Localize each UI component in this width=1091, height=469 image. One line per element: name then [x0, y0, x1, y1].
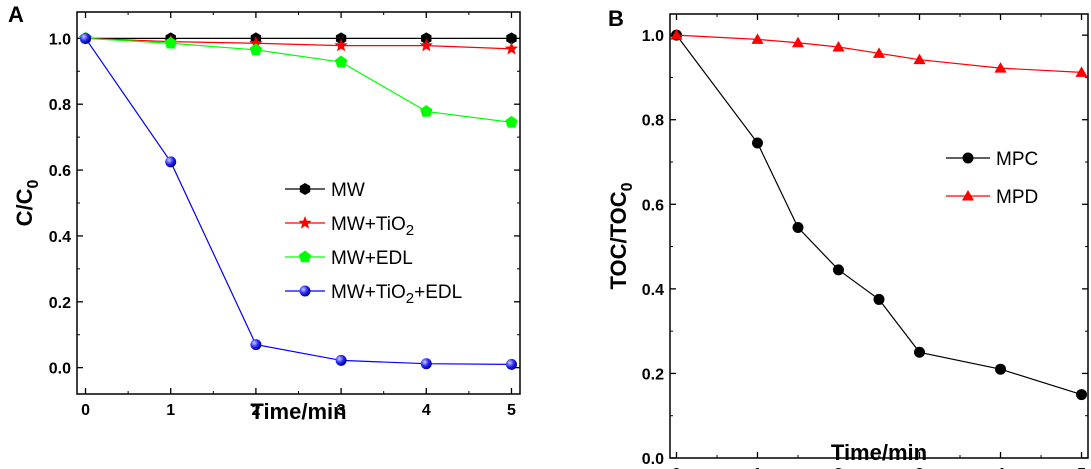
series-mpd [670, 29, 1088, 77]
data-point [164, 36, 177, 49]
data-point [334, 38, 348, 52]
data-point [1075, 66, 1088, 77]
data-point [249, 43, 263, 56]
series-mw [80, 32, 517, 45]
y-tick-label: 0.4 [49, 229, 71, 246]
panel-label: A [8, 2, 24, 27]
series-mw-tio2-edl [80, 32, 517, 370]
x-tick-label: 3 [915, 466, 924, 469]
y-tick-label: 0.0 [49, 361, 71, 378]
data-point [873, 293, 885, 305]
y-tick-label: 0.2 [642, 366, 664, 383]
x-tick-label: 4 [996, 466, 1005, 469]
data-point [335, 354, 347, 366]
legend-label: MPD [996, 187, 1038, 208]
legend: MPC MPD [946, 149, 1038, 208]
panel-label: B [608, 6, 624, 31]
x-tick-label: 4 [422, 402, 431, 419]
legend: MW MW+TiO2 MW+EDL MW+TiO2+EDL [285, 180, 462, 307]
legend-marker [298, 250, 312, 263]
x-tick-label: 2 [834, 466, 843, 469]
chart-panel-b: 0 1 2 3 4 5 0.0 0.2 0.4 0.6 0.8 1.0 Time/min TOC/TOC0… [606, 6, 1089, 469]
x-tick-label: 5 [1077, 466, 1086, 469]
series-mw-edl [79, 31, 518, 128]
data-point [792, 222, 804, 234]
data-point [914, 346, 926, 358]
data-point [913, 53, 926, 65]
y-tick-label: 0.6 [642, 197, 664, 214]
data-point [506, 32, 517, 45]
y-tick-label: 0.0 [642, 451, 664, 468]
data-point [421, 32, 432, 45]
y-tick-label: 0.8 [642, 113, 664, 130]
series-line [85, 37, 512, 50]
legend-label: MW+TiO2+EDL [331, 282, 462, 307]
data-point [165, 156, 177, 168]
x-tick-label: 3 [337, 402, 346, 419]
data-point [249, 36, 263, 49]
series-line [85, 37, 512, 365]
x-tick-label: 1 [753, 466, 762, 469]
data-point [504, 41, 519, 55]
data-point [505, 358, 517, 370]
series-line [85, 37, 512, 123]
data-point [832, 264, 844, 276]
y-tick-label: 0.4 [642, 282, 664, 299]
x-axis-label: Time/min [831, 440, 927, 465]
legend-label: MPC [996, 149, 1038, 170]
data-point [334, 55, 348, 68]
data-point [335, 32, 347, 45]
data-point [420, 104, 433, 117]
data-point [832, 40, 845, 52]
data-point [751, 137, 763, 149]
y-tick-label: 0.2 [49, 295, 71, 312]
plot-frame [669, 13, 1089, 459]
data-point [250, 339, 262, 351]
x-tick-label: 0 [672, 466, 681, 469]
y-tick-label: 1.0 [642, 28, 664, 45]
data-point [994, 62, 1007, 73]
legend-marker [299, 285, 311, 297]
data-point [995, 363, 1007, 375]
legend-label: MW+TiO2 [331, 214, 414, 239]
y-axis-label: TOC/TOC0 [606, 182, 636, 289]
x-tick-label: 5 [507, 402, 516, 419]
y-tick-label: 0.8 [49, 97, 71, 114]
plot-frame [76, 11, 521, 395]
legend-marker [962, 152, 974, 164]
y-tick-label: 0.6 [49, 163, 71, 180]
data-point [670, 29, 683, 40]
series-mpc [670, 29, 1088, 401]
x-axis-label: Time/min [250, 399, 346, 424]
y-tick-label: 1.0 [49, 31, 71, 48]
legend-label: MW+EDL [331, 248, 413, 269]
data-point [791, 36, 805, 48]
legend-label: MW [331, 180, 365, 201]
legend-marker [299, 183, 311, 195]
legend-marker [961, 190, 975, 201]
series-line [676, 34, 1082, 73]
series-line [676, 34, 1082, 396]
data-point [80, 32, 92, 44]
legend-marker [298, 216, 312, 229]
data-point [1076, 389, 1088, 401]
y-axis-label: C/C0 [12, 180, 42, 227]
data-point [872, 47, 886, 58]
x-tick-label: 1 [166, 402, 175, 419]
series-mw-tio2 [78, 31, 519, 55]
data-point [419, 38, 433, 52]
x-tick-label: 0 [81, 402, 90, 419]
data-point [751, 33, 764, 44]
x-tick-label: 2 [251, 402, 260, 419]
chart-panel-a: 0 1 2 3 4 50.00.20.40.60.81.0Time/minC/C0AMWM… [8, 2, 521, 424]
data-point [420, 358, 432, 370]
data-point [505, 115, 518, 128]
